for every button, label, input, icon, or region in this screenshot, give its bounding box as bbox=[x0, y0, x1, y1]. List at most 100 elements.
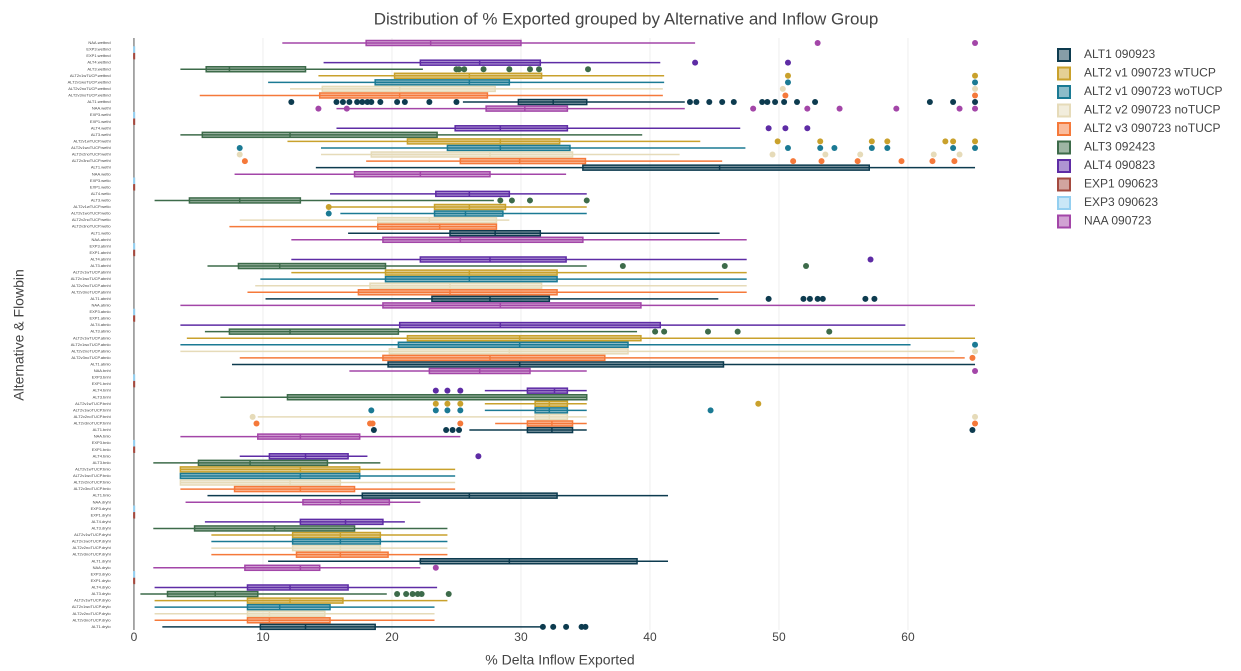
outlier bbox=[432, 407, 439, 414]
y-tick-label: ALT2v2noTUCP.abnlo bbox=[71, 348, 111, 353]
box bbox=[246, 597, 344, 604]
y-tick-label: ALT2v1woTUCP.wetbnd bbox=[68, 79, 111, 84]
box bbox=[534, 407, 569, 414]
outlier bbox=[814, 40, 821, 46]
box bbox=[318, 92, 489, 99]
box bbox=[197, 459, 329, 467]
outlier bbox=[730, 99, 737, 106]
outlier bbox=[972, 85, 979, 92]
box bbox=[259, 623, 376, 631]
y-tick-label: EXP1.wethi bbox=[90, 119, 111, 124]
outlier bbox=[812, 99, 819, 106]
outlier bbox=[249, 413, 256, 420]
y-tick-label: ALT1.bnlo bbox=[93, 493, 112, 498]
y-tick-label: ALT2v1wTUCP.wetlo bbox=[73, 204, 111, 209]
y-tick-label: ALT3.dryhi bbox=[92, 526, 111, 531]
y-tick-label: ALT2v3noTUCP.wethi bbox=[72, 158, 111, 163]
outlier bbox=[782, 125, 789, 132]
outlier bbox=[508, 197, 515, 204]
outlier bbox=[401, 99, 408, 106]
box bbox=[382, 236, 584, 244]
outlier bbox=[325, 210, 332, 217]
outlier bbox=[884, 144, 891, 151]
y-tick-label: EXP1.bnlo bbox=[92, 447, 112, 452]
box bbox=[246, 584, 349, 591]
box bbox=[406, 138, 561, 145]
box bbox=[302, 498, 391, 506]
outlier bbox=[972, 72, 979, 79]
box bbox=[485, 105, 569, 112]
y-tick-label: ALT4.wetbnd bbox=[87, 60, 110, 65]
outlier bbox=[457, 407, 464, 414]
legend-swatch bbox=[1057, 196, 1071, 210]
outlier bbox=[526, 66, 533, 73]
box bbox=[526, 387, 569, 394]
outlier bbox=[782, 92, 789, 99]
box bbox=[291, 538, 382, 545]
box bbox=[257, 433, 361, 440]
outlier bbox=[774, 138, 781, 145]
box bbox=[166, 590, 259, 598]
box bbox=[228, 328, 400, 335]
outlier bbox=[898, 158, 905, 165]
legend-swatch bbox=[1057, 103, 1071, 118]
outlier bbox=[862, 295, 869, 302]
box bbox=[534, 400, 569, 408]
outlier bbox=[453, 99, 460, 106]
y-tick-label: ALT2v3noTUCP.abnhi bbox=[71, 289, 110, 294]
outlier bbox=[784, 144, 791, 151]
legend-label: NAA 090723 bbox=[1084, 214, 1152, 228]
y-tick-label: ALT3.abnhi bbox=[90, 263, 110, 268]
outlier bbox=[972, 144, 979, 151]
box bbox=[295, 551, 389, 558]
legend-label: EXP3 090623 bbox=[1084, 195, 1158, 209]
outlier bbox=[333, 99, 340, 106]
box bbox=[435, 190, 511, 198]
y-tick-label: ALT4.dryhi bbox=[92, 519, 111, 524]
outlier bbox=[871, 295, 878, 302]
outlier bbox=[950, 99, 957, 106]
outlier bbox=[817, 144, 824, 151]
y-tick-label: ALT1.dryhi bbox=[92, 558, 111, 563]
box bbox=[397, 341, 629, 349]
outlier bbox=[854, 158, 861, 165]
box bbox=[419, 256, 567, 263]
outlier bbox=[814, 295, 821, 302]
outlier bbox=[661, 328, 668, 335]
box bbox=[353, 170, 491, 178]
legend-swatch bbox=[1057, 214, 1071, 229]
y-tick-label: ALT1.wethi bbox=[91, 165, 111, 170]
outlier bbox=[325, 204, 332, 210]
y-tick-label: ALT4.wetlo bbox=[91, 191, 111, 196]
y-tick-label: ALT2v1woTUCP.abnhi bbox=[71, 276, 111, 281]
box bbox=[179, 479, 342, 486]
y-tick-label: ALT4.wethi bbox=[91, 125, 111, 130]
outlier bbox=[769, 151, 776, 158]
outlier bbox=[457, 400, 464, 407]
outlier bbox=[930, 151, 937, 158]
outlier bbox=[819, 295, 826, 302]
outlier bbox=[893, 105, 900, 112]
y-tick-label: EXP3.wethi bbox=[90, 112, 111, 117]
outlier bbox=[972, 40, 979, 46]
outlier bbox=[253, 420, 260, 427]
outlier bbox=[370, 427, 377, 434]
outlier bbox=[432, 400, 439, 407]
outlier bbox=[707, 407, 714, 414]
legend-label: ALT2 v2 090723 noTUCP bbox=[1084, 103, 1221, 117]
y-tick-label: ALT4.bnlo bbox=[93, 453, 112, 458]
box bbox=[382, 302, 642, 309]
y-tick-label: ALT3.abnlo bbox=[90, 329, 111, 334]
legend-label: ALT2 v3 090723 noTUCP bbox=[1084, 121, 1221, 135]
outlier bbox=[456, 66, 463, 73]
outlier bbox=[734, 328, 741, 335]
legend-label: ALT3 092423 bbox=[1084, 140, 1155, 154]
y-tick-label: NAA.wethi bbox=[92, 106, 111, 111]
y-tick-label: EXP1.wetlo bbox=[90, 184, 111, 189]
y-axis-label: Alternative & Flowbin bbox=[11, 269, 27, 401]
y-tick-label: ALT2v3noTUCP.bnhi bbox=[74, 421, 111, 426]
y-tick-label: NAA.abnhi bbox=[91, 237, 110, 242]
outlier bbox=[449, 427, 456, 434]
box bbox=[377, 216, 498, 224]
outlier bbox=[368, 407, 375, 414]
